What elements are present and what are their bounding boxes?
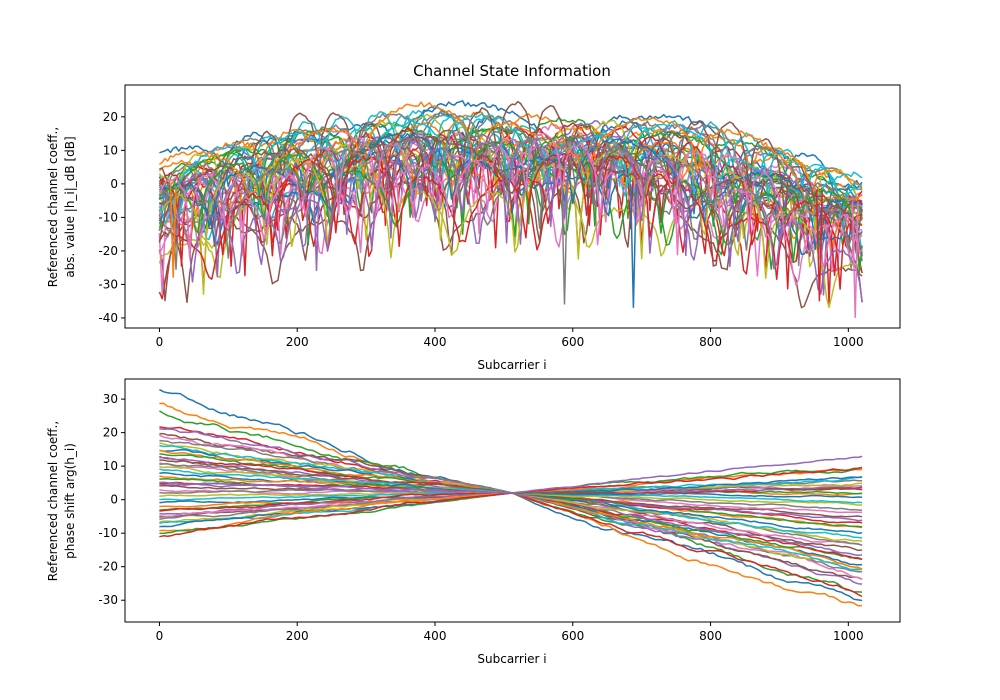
- magnitude-series-line: [158, 101, 863, 216]
- phase-xlabel: Subcarrier i: [477, 652, 546, 666]
- magnitude-fade-line: [851, 201, 859, 318]
- magnitude-series-line: [158, 110, 863, 217]
- magnitude-xtick-label: 400: [424, 335, 447, 349]
- magnitude-ylabel-line2: abs. value |h_i|_dB [dB]: [63, 136, 77, 277]
- phase-xtick-label: 0: [156, 629, 164, 643]
- magnitude-ytick-label: -10: [98, 210, 118, 224]
- magnitude-fade-line: [815, 190, 823, 302]
- phase-ylabel-line2: phase shift arg(h_i): [63, 443, 77, 559]
- phase-xtick-label: 1000: [833, 629, 864, 643]
- magnitude-ytick-label: -30: [98, 277, 118, 291]
- phase-xtick-label: 800: [699, 629, 722, 643]
- phase-ticks: 0 200 400 600 800 1000 -30 -20 -10 0 10 20 30: [98, 392, 863, 643]
- magnitude-ytick-label: -40: [98, 311, 118, 325]
- magnitude-series-line: [158, 127, 863, 277]
- phase-xtick-label: 400: [424, 629, 447, 643]
- phase-series-group: [159, 388, 863, 607]
- magnitude-ticks: 0 200 400 600 800 1000 -40 -30 -20 -10 0 10 20: [98, 110, 863, 349]
- magnitude-fade-line: [561, 183, 569, 305]
- magnitude-series-line: [158, 153, 863, 290]
- magnitude-xtick-label: 0: [156, 335, 164, 349]
- magnitude-series-group: [158, 100, 863, 318]
- phase-series-line: [159, 455, 863, 494]
- magnitude-series-line: [159, 137, 863, 302]
- magnitude-series-line: [158, 132, 863, 268]
- magnitude-ytick-label: 0: [110, 177, 118, 191]
- magnitude-xtick-label: 1000: [833, 335, 864, 349]
- phase-ytick-label: 0: [110, 493, 118, 507]
- phase-xtick-label: 200: [286, 629, 309, 643]
- magnitude-fade-line: [313, 183, 321, 272]
- magnitude-axes: 0 200 400 600 800 1000 -40 -30 -20 -10 0 10 20 Subca…: [46, 84, 901, 372]
- magnitude-ylabel-line1: Referenced channel coeff.,: [46, 127, 60, 287]
- magnitude-xtick-label: 200: [286, 335, 309, 349]
- magnitude-axes-frame: [124, 84, 901, 329]
- magnitude-series-line: [158, 126, 863, 269]
- magnitude-fade-line: [169, 186, 177, 278]
- magnitude-series-line: [158, 113, 863, 234]
- phase-xtick-label: 600: [561, 629, 584, 643]
- magnitude-xtick-label: 600: [561, 335, 584, 349]
- magnitude-series-line: [158, 132, 863, 248]
- magnitude-ytick-label: 20: [103, 110, 118, 124]
- magnitude-ytick-label: 10: [103, 143, 118, 157]
- phase-ytick-label: 20: [103, 426, 118, 440]
- magnitude-series-line: [158, 140, 863, 230]
- magnitude-ytick-label: -20: [98, 244, 118, 258]
- phase-ytick-label: -30: [98, 593, 118, 607]
- phase-ylabel-line1: Referenced channel coeff.,: [46, 421, 60, 581]
- phase-ytick-label: -10: [98, 526, 118, 540]
- magnitude-fade-line: [629, 183, 637, 308]
- magnitude-series-line: [158, 112, 863, 224]
- phase-ytick-label: -20: [98, 560, 118, 574]
- magnitude-xlabel: Subcarrier i: [477, 358, 546, 372]
- magnitude-series-line: [159, 134, 863, 273]
- magnitude-xtick-label: 800: [699, 335, 722, 349]
- chart-title: Channel State Information: [413, 62, 611, 80]
- phase-ytick-label: 30: [103, 392, 118, 406]
- phase-ytick-label: 10: [103, 459, 118, 473]
- phase-axes: 0 200 400 600 800 1000 -30 -20 -10 0 10 20 30 Subcar…: [46, 378, 901, 666]
- phase-axes-frame: [124, 378, 901, 623]
